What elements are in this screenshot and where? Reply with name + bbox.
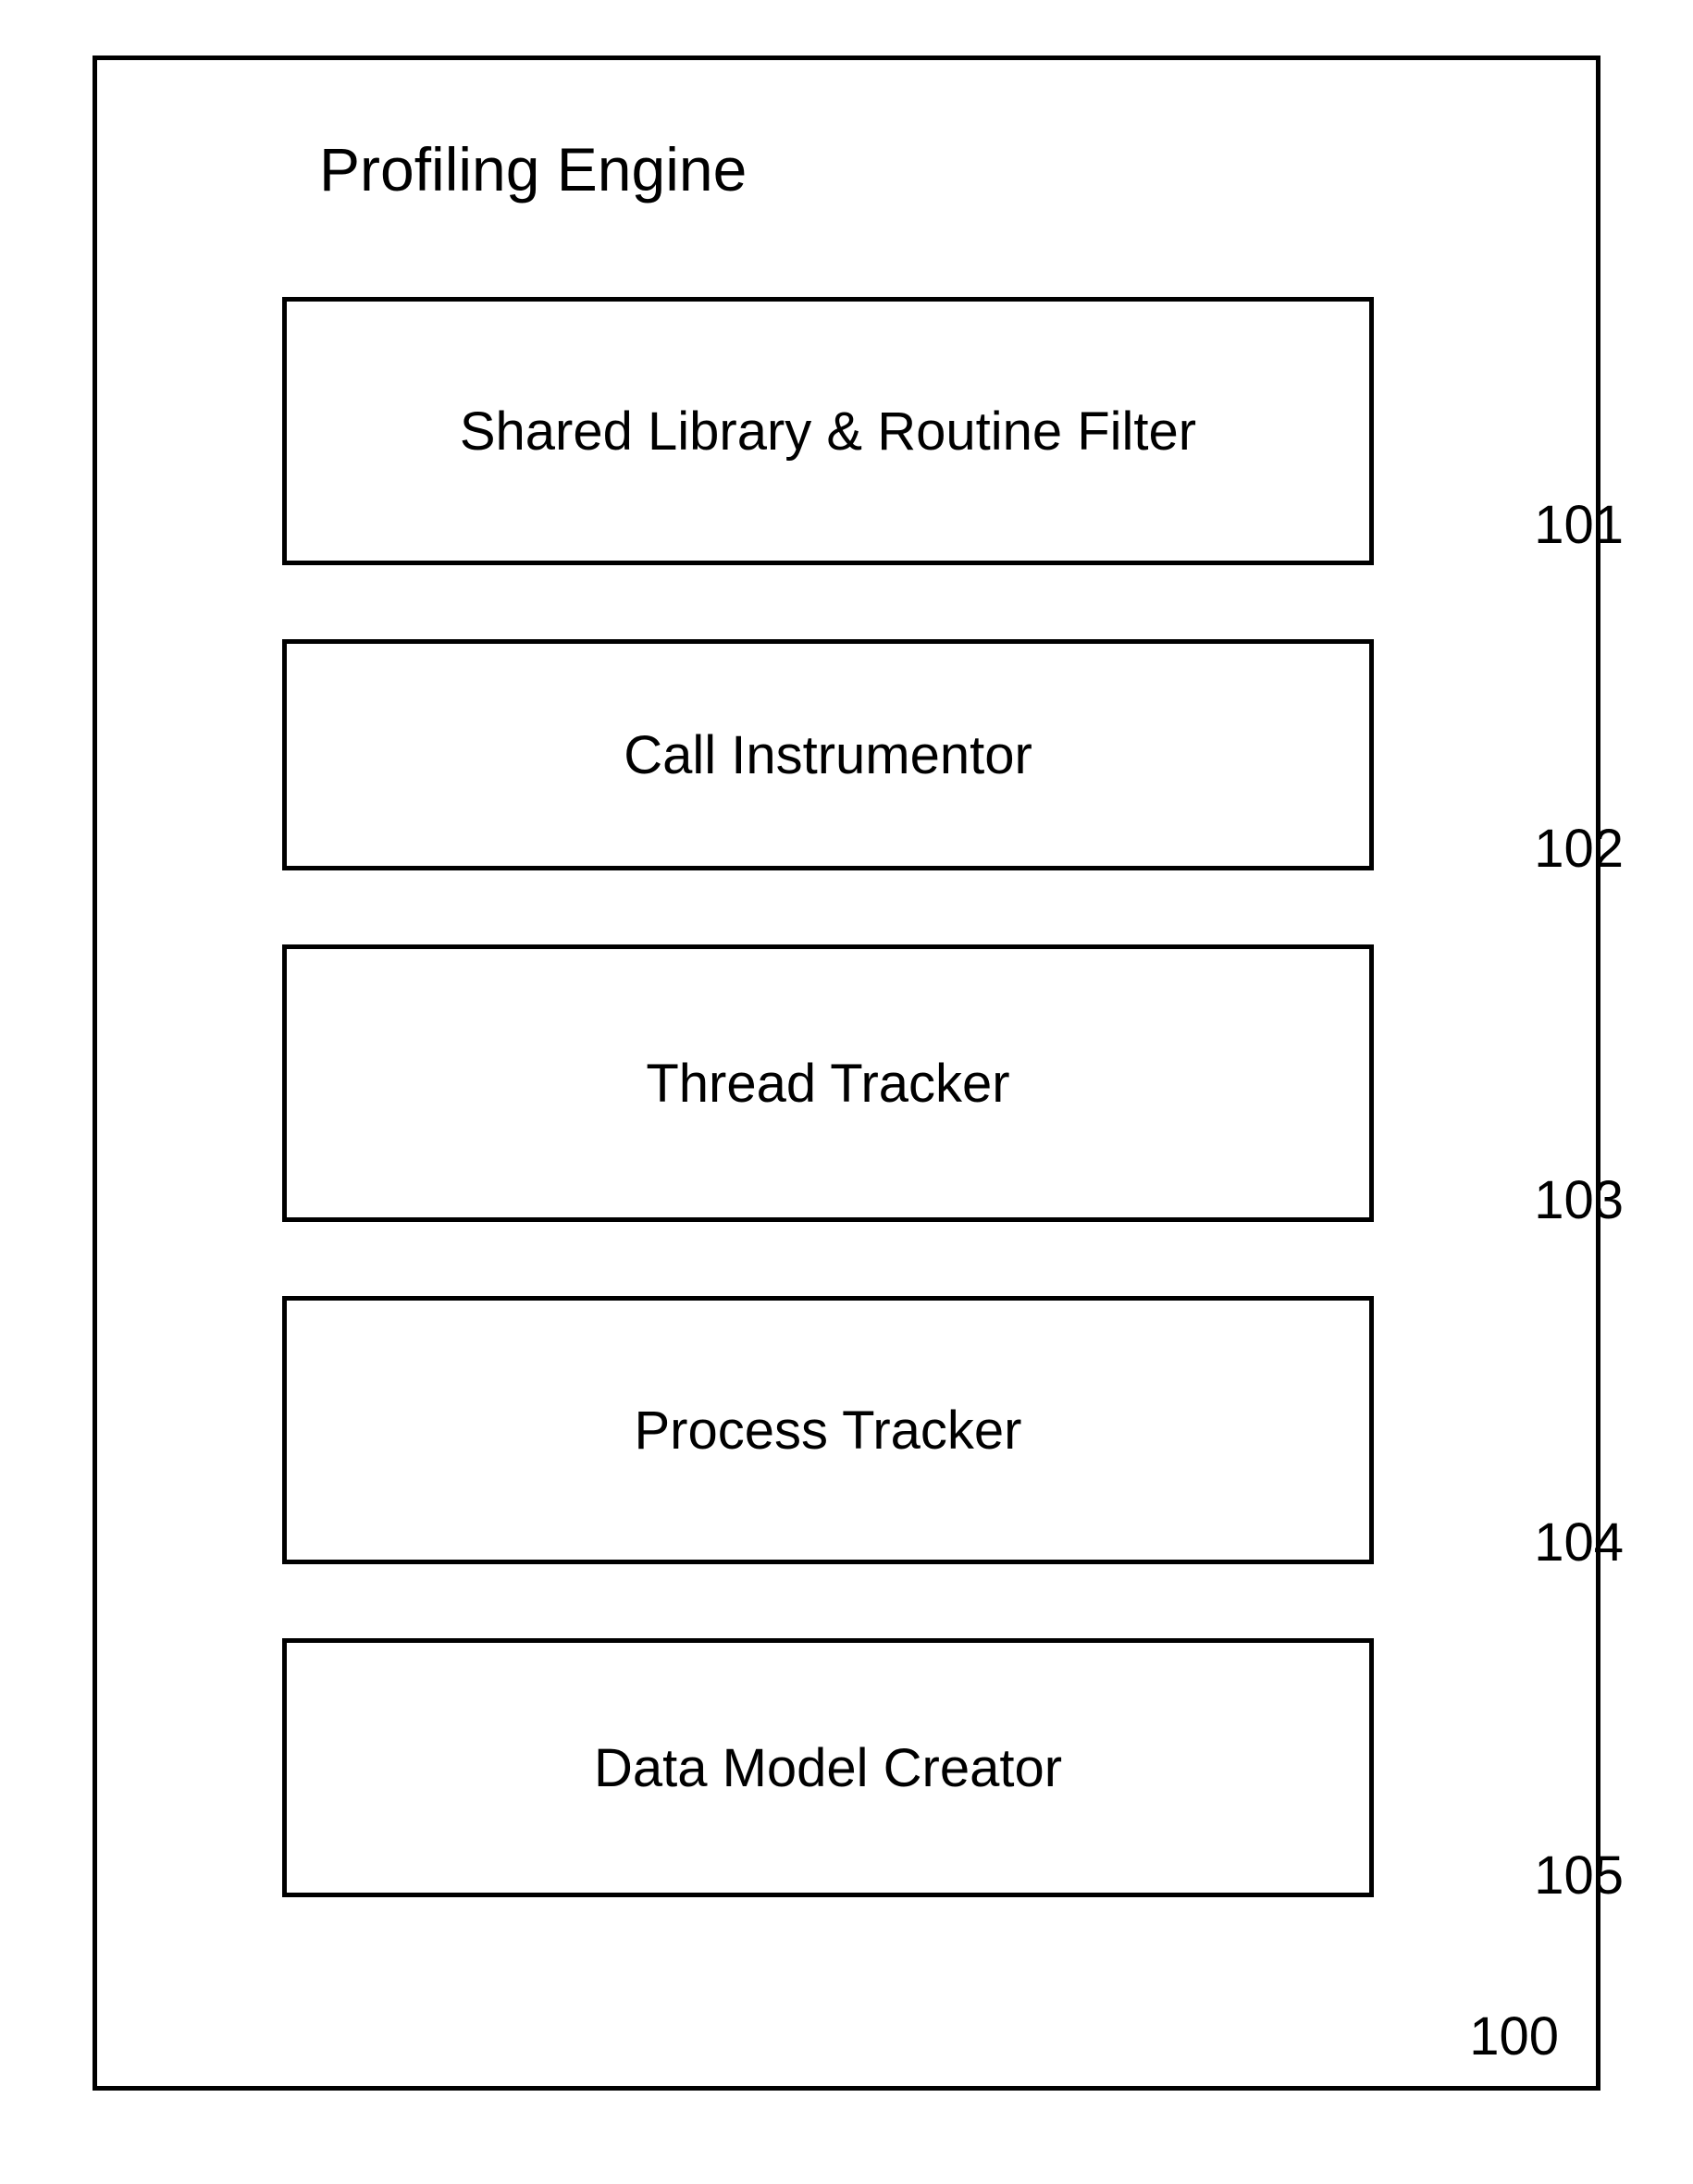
profiling-engine-container: Profiling Engine Shared Library & Routin… [93,56,1600,2091]
block-row: Shared Library & Routine Filter 101 [282,297,1485,565]
diagram-title: Profiling Engine [319,134,1485,204]
reference-number: 103 [1534,1169,1624,1231]
block-label: Thread Tracker [646,1053,1009,1115]
thread-tracker-block: Thread Tracker [282,944,1374,1222]
block-label: Call Instrumentor [624,724,1032,786]
process-tracker-block: Process Tracker [282,1296,1374,1564]
block-row: Thread Tracker 103 [282,944,1485,1222]
reference-number: 105 [1534,1845,1624,1906]
block-label: Process Tracker [635,1400,1022,1462]
call-instrumentor-block: Call Instrumentor [282,639,1374,870]
data-model-creator-block: Data Model Creator [282,1638,1374,1897]
diagram-canvas: Profiling Engine Shared Library & Routin… [0,0,1693,2184]
block-row: Data Model Creator 105 [282,1638,1485,1897]
block-row: Process Tracker 104 [282,1296,1485,1564]
block-row: Call Instrumentor 102 [282,639,1485,870]
block-label: Data Model Creator [594,1737,1062,1799]
shared-library-routine-filter-block: Shared Library & Routine Filter [282,297,1374,565]
reference-number: 101 [1534,494,1624,556]
reference-number: 104 [1534,1512,1624,1573]
outer-reference-number: 100 [1469,2005,1559,2067]
reference-number: 102 [1534,818,1624,880]
block-label: Shared Library & Routine Filter [460,401,1196,463]
